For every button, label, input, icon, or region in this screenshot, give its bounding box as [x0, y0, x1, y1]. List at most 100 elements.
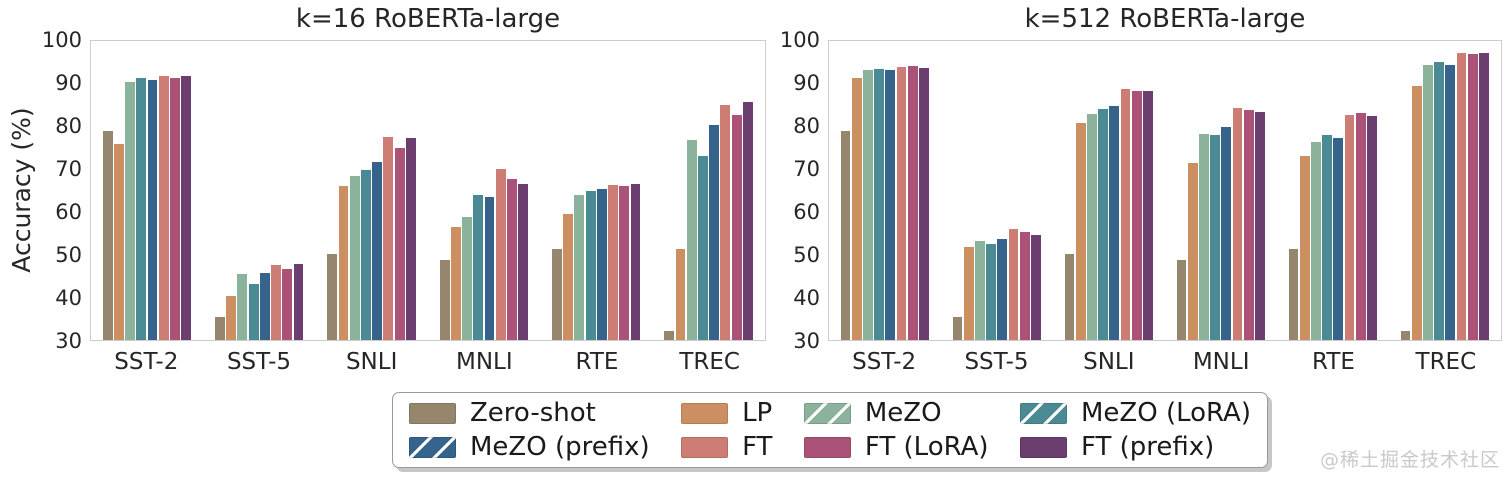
bar-ft-lora-rte — [1355, 112, 1366, 340]
bar-ft-prefix-mnli — [1255, 111, 1265, 340]
legend-item-mezo-lora: MeZO (LoRA) — [1019, 398, 1251, 428]
legend-swatch-icon — [409, 402, 456, 424]
bar-ft-prefix-trec — [1479, 52, 1489, 340]
bar-ft-sst-5 — [1008, 229, 1019, 340]
bar-mezo-prefix-rte — [1333, 138, 1344, 340]
legend-item-ft: FT — [681, 432, 772, 462]
y-tick-label: 30 — [55, 329, 82, 353]
bar-mezo-lora-mnli — [1210, 135, 1221, 340]
bar-ft-mnli — [495, 169, 506, 340]
legend-label: FT (LoRA) — [864, 432, 989, 462]
bar-mezo-mnli — [1199, 133, 1209, 340]
bar-mezo-prefix-sst-5 — [997, 239, 1008, 340]
bar-lp-mnli — [1187, 162, 1198, 340]
legend-swatch-icon — [681, 402, 729, 424]
y-tick-label: 70 — [793, 157, 820, 181]
bar-ft-prefix-rte — [630, 183, 641, 340]
bar-zero-shot-rte — [1288, 248, 1299, 340]
bar-lp-snli — [1075, 122, 1086, 340]
bar-mezo-lora-mnli — [473, 194, 484, 340]
x-tick-label: SST-2 — [114, 349, 179, 375]
bar-zero-shot-trec — [664, 331, 675, 340]
bar-lp-trec — [1411, 86, 1422, 340]
bar-mezo-prefix-sst-5 — [259, 272, 270, 340]
legend-label: FT — [742, 432, 773, 462]
bar-ft-snli — [383, 137, 394, 340]
y-tick-label: 80 — [793, 114, 820, 138]
bar-mezo-prefix-rte — [596, 188, 607, 340]
bar-ft-prefix-sst-2 — [919, 67, 929, 340]
bar-mezo-trec — [1423, 65, 1433, 340]
bar-zero-shot-sst-5 — [952, 316, 963, 340]
legend-item-ft-lora: FT (LoRA) — [803, 432, 989, 462]
bar-ft-lora-sst-2 — [907, 65, 918, 340]
bar-ft-lora-trec — [1467, 53, 1478, 340]
legend-label: MeZO — [864, 398, 942, 428]
bar-mezo-prefix-sst-2 — [885, 69, 896, 340]
bar-ft-trec — [720, 105, 731, 340]
bar-mezo-sst-5 — [975, 240, 985, 340]
bar-ft-lora-mnli — [1243, 109, 1254, 340]
legend-item-mezo: MeZO — [803, 398, 989, 428]
bar-lp-sst-2 — [113, 143, 124, 340]
legend-label: MeZO (LoRA) — [1080, 398, 1251, 428]
bar-zero-shot-snli — [1064, 253, 1075, 340]
y-tick-label: 50 — [55, 243, 82, 267]
plot-area-k16 — [90, 40, 766, 341]
y-tick-label: 30 — [793, 329, 820, 353]
bar-lp-sst-5 — [963, 247, 974, 340]
bar-ft-lora-trec — [731, 114, 742, 340]
legend-box: Zero-shot LP MeZO MeZO (LoRA) MeZO (prefix) F… — [392, 392, 1268, 468]
bar-mezo-lora-rte — [585, 190, 596, 340]
bar-mezo-prefix-snli — [1109, 105, 1120, 340]
y-tick-label: 60 — [55, 200, 82, 224]
bar-zero-shot-sst-5 — [214, 316, 225, 340]
panel-title-k16: k=16 RoBERTa-large — [295, 4, 561, 34]
bar-ft-prefix-sst-5 — [293, 264, 304, 340]
bar-zero-shot-mnli — [439, 259, 450, 340]
y-tick-label: 100 — [41, 28, 82, 52]
legend-swatch-icon — [1019, 402, 1067, 424]
bar-mezo-lora-snli — [1098, 109, 1109, 340]
bar-ft-lora-mnli — [507, 178, 517, 340]
bar-zero-shot-mnli — [1176, 259, 1187, 340]
bar-zero-shot-sst-2 — [840, 130, 851, 340]
bar-mezo-rte — [1311, 142, 1321, 340]
bar-ft-prefix-mnli — [518, 184, 529, 340]
bar-ft-prefix-rte — [1367, 115, 1377, 340]
bar-ft-mnli — [1232, 107, 1243, 340]
x-tick-label: SNLI — [345, 349, 398, 375]
bar-ft-trec — [1456, 52, 1467, 340]
bar-mezo-lora-trec — [698, 155, 708, 340]
bar-ft-lora-snli — [394, 148, 405, 340]
legend-item-zero-shot: Zero-shot — [409, 398, 650, 428]
bar-mezo-prefix-trec — [709, 125, 720, 340]
bar-mezo-lora-rte — [1322, 134, 1333, 340]
x-tick-label: MNLI — [456, 349, 513, 375]
bar-ft-lora-sst-5 — [1019, 231, 1030, 340]
bar-ft-prefix-snli — [405, 138, 416, 340]
y-tick-label: 70 — [55, 157, 82, 181]
bar-lp-rte — [1299, 155, 1310, 340]
y-tick-label: 80 — [55, 114, 82, 138]
panel-title-k512: k=512 RoBERTa-large — [1024, 4, 1306, 34]
bar-mezo-snli — [1087, 113, 1097, 340]
legend-label: Zero-shot — [470, 398, 596, 428]
bar-mezo-lora-snli — [361, 170, 371, 340]
bar-mezo-sst-5 — [237, 273, 248, 340]
bar-mezo-lora-trec — [1434, 62, 1445, 340]
bar-lp-sst-5 — [226, 296, 237, 340]
bar-ft-prefix-trec — [742, 102, 753, 340]
bar-mezo-prefix-trec — [1445, 64, 1456, 340]
legend-label: LP — [742, 398, 773, 428]
bar-ft-rte — [1344, 114, 1355, 340]
bar-ft-lora-sst-5 — [282, 268, 293, 340]
bar-mezo-prefix-mnli — [1221, 127, 1232, 340]
bar-lp-sst-2 — [851, 78, 862, 340]
y-tick-label: 90 — [55, 71, 82, 95]
legend-item-ft-prefix: FT (prefix) — [1019, 432, 1251, 462]
bar-zero-shot-rte — [551, 248, 562, 340]
legend-swatch-icon — [1019, 436, 1067, 458]
bar-ft-sst-2 — [896, 67, 907, 340]
